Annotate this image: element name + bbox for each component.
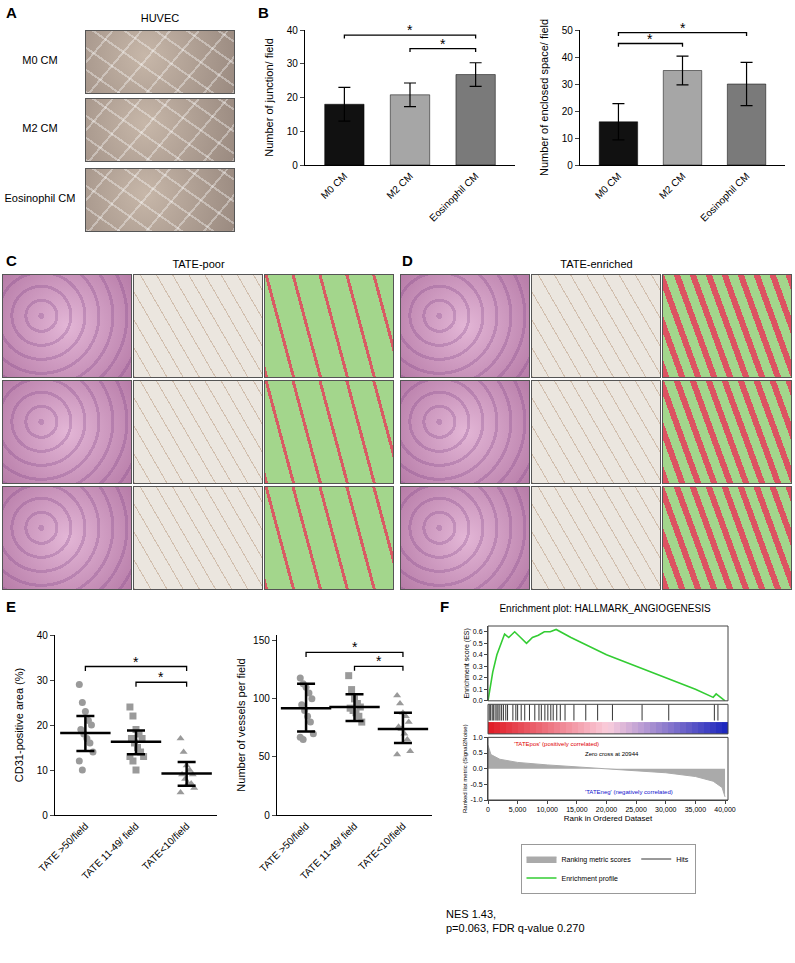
- svg-text:20,000: 20,000: [596, 806, 618, 813]
- svg-text:0: 0: [42, 810, 48, 821]
- svg-text:M2 CM: M2 CM: [657, 170, 688, 201]
- svg-text:CD31-positive area (%): CD31-positive area (%): [13, 668, 25, 782]
- svg-text:1.0: 1.0: [473, 734, 483, 741]
- svg-text:TATE 11-49/ field: TATE 11-49/ field: [298, 820, 359, 881]
- svg-text:50: 50: [562, 25, 574, 36]
- svg-text:150: 150: [253, 635, 270, 646]
- svg-text:*: *: [158, 669, 164, 685]
- svg-text:Rank in Ordered Dataset: Rank in Ordered Dataset: [564, 814, 653, 823]
- svg-text:30,000: 30,000: [655, 806, 677, 813]
- svg-text:20: 20: [287, 92, 299, 103]
- svg-text:TATE 11-49/ field: TATE 11-49/ field: [80, 820, 141, 881]
- svg-text:0: 0: [486, 806, 490, 813]
- svg-text:40: 40: [562, 52, 574, 63]
- html-text:D: D: [402, 252, 413, 269]
- svg-text:20: 20: [37, 720, 49, 731]
- svg-text:15,000: 15,000: [566, 806, 588, 813]
- html-text:M2 CM: M2 CM: [22, 122, 58, 134]
- svg-text:M2 CM: M2 CM: [384, 170, 415, 201]
- svg-text:Zero cross at 20944: Zero cross at 20944: [585, 751, 639, 757]
- svg-text:M0 CM: M0 CM: [319, 170, 350, 201]
- svg-text:Enrichment profile: Enrichment profile: [562, 875, 619, 883]
- svg-text:0: 0: [292, 160, 298, 171]
- svg-text:TATE >50/field: TATE >50/field: [257, 820, 311, 874]
- svg-text:20: 20: [562, 106, 574, 117]
- svg-text:-0.5: -0.5: [471, 781, 483, 788]
- svg-text:Enrichment score (ES): Enrichment score (ES): [463, 628, 471, 698]
- svg-text:TATE<10/field: TATE<10/field: [140, 820, 192, 872]
- svg-text:*: *: [376, 653, 382, 669]
- svg-text:30: 30: [287, 58, 299, 69]
- html-text:NES 1.43,: NES 1.43,: [446, 908, 497, 920]
- svg-text:Enrichment plot: HALLMARK_ANGI: Enrichment plot: HALLMARK_ANGIOGENESIS: [499, 603, 711, 614]
- svg-text:0.0: 0.0: [473, 765, 483, 772]
- svg-text:Eosinophil CM: Eosinophil CM: [427, 170, 480, 223]
- svg-text:*: *: [680, 20, 686, 36]
- svg-text:10,000: 10,000: [537, 806, 559, 813]
- svg-text:0.6: 0.6: [473, 628, 483, 635]
- svg-text:-1.0: -1.0: [471, 796, 483, 803]
- html-text:M0 CM: M0 CM: [22, 54, 58, 66]
- svg-text:25,000: 25,000: [625, 806, 647, 813]
- html-text:HUVEC: HUVEC: [140, 12, 180, 24]
- html-text:TATE-poor: TATE-poor: [172, 258, 225, 270]
- svg-text:30: 30: [562, 79, 574, 90]
- svg-text:0.2: 0.2: [473, 674, 483, 681]
- svg-text:0: 0: [264, 810, 270, 821]
- svg-text:Hits: Hits: [676, 856, 689, 863]
- svg-text:Number of vessels per field: Number of vessels per field: [235, 658, 247, 791]
- svg-text:35,000: 35,000: [685, 806, 707, 813]
- html-text:F: F: [440, 598, 450, 615]
- html-text:C: C: [6, 252, 17, 269]
- html-text:E: E: [6, 598, 16, 615]
- svg-text:10: 10: [287, 126, 299, 137]
- html-text:p=0.063, FDR q-value 0.270: p=0.063, FDR q-value 0.270: [446, 922, 585, 934]
- svg-text:100: 100: [253, 693, 270, 704]
- html-text:Eosinophil CM: Eosinophil CM: [4, 192, 76, 204]
- svg-text:*: *: [647, 31, 653, 47]
- svg-text:0: 0: [567, 160, 573, 171]
- svg-text:'TATEpos' (positively correlat: 'TATEpos' (positively correlated): [514, 741, 599, 747]
- svg-text:*: *: [407, 22, 413, 38]
- html-text:B: B: [258, 4, 269, 21]
- html-text:A: A: [6, 4, 17, 21]
- svg-text:0.5: 0.5: [473, 640, 483, 647]
- svg-text:TATE<10/field: TATE<10/field: [356, 820, 408, 872]
- svg-text:5,000: 5,000: [509, 806, 527, 813]
- svg-text:M0 CM: M0 CM: [593, 170, 624, 201]
- svg-text:40: 40: [37, 630, 49, 641]
- svg-text:Ranked list metric (Signal2Noi: Ranked list metric (Signal2Noise): [462, 724, 468, 813]
- svg-text:Number of enclosed space/ fiel: Number of enclosed space/ field: [538, 19, 550, 176]
- svg-text:Eosinophil CM: Eosinophil CM: [698, 170, 751, 223]
- svg-text:*: *: [133, 654, 139, 670]
- html-text:TATE-enriched: TATE-enriched: [560, 258, 633, 270]
- svg-text:0.4: 0.4: [473, 651, 483, 658]
- svg-text:*: *: [440, 36, 446, 52]
- svg-text:40: 40: [287, 25, 299, 36]
- svg-text:10: 10: [562, 133, 574, 144]
- svg-text:0.1: 0.1: [473, 686, 483, 693]
- svg-text:10: 10: [37, 765, 49, 776]
- svg-text:30: 30: [37, 675, 49, 686]
- svg-text:0.5: 0.5: [473, 749, 483, 756]
- svg-text:50: 50: [259, 751, 271, 762]
- svg-text:0.0: 0.0: [473, 697, 483, 704]
- svg-text:'TATEneg' (negatively correlat: 'TATEneg' (negatively correlated): [585, 789, 673, 795]
- svg-text:*: *: [352, 639, 358, 655]
- svg-text:Ranking metric scores: Ranking metric scores: [562, 856, 632, 864]
- svg-text:Number of junction/ field: Number of junction/ field: [263, 38, 275, 157]
- svg-text:0.3: 0.3: [473, 663, 483, 670]
- svg-text:TATE >50/field: TATE >50/field: [37, 820, 91, 874]
- svg-text:40,000: 40,000: [714, 806, 736, 813]
